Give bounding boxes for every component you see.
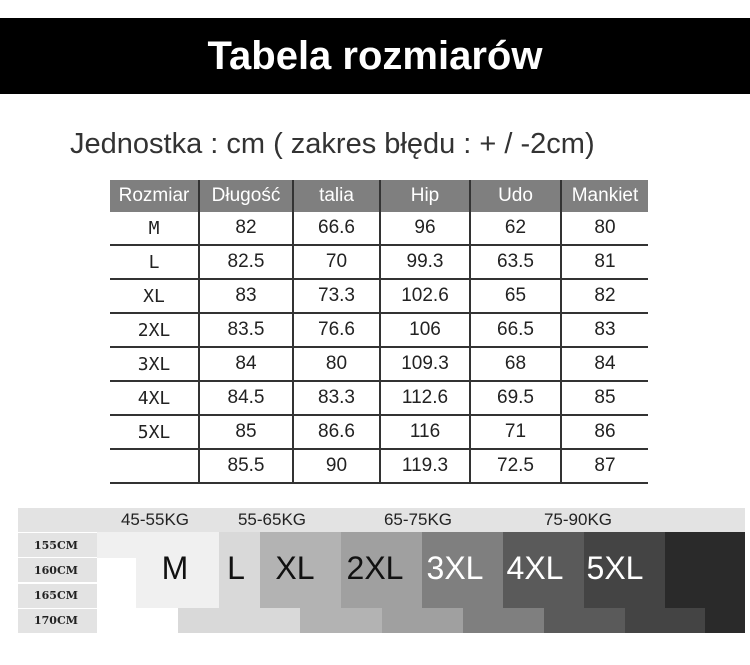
white-block: [97, 608, 178, 633]
table-row: 2XL 83.5 76.6 106 66.5 83: [110, 313, 648, 348]
table-cell: 84: [199, 347, 294, 382]
table-cell: 65: [470, 279, 562, 314]
table-cell: 69.5: [470, 381, 562, 416]
weight-label: 45-55KG: [120, 510, 190, 529]
weight-label: 55-65KG: [237, 510, 307, 529]
table-cell: 90: [293, 449, 381, 484]
size-block: [341, 532, 422, 608]
size-block: [463, 608, 544, 633]
table-cell: 80: [293, 347, 381, 382]
table-cell: 82: [199, 212, 294, 246]
size-block: [219, 532, 260, 608]
table-cell: 84.5: [199, 381, 294, 416]
column-header: Hip: [380, 180, 471, 212]
table-cell: 80: [561, 212, 648, 246]
table-cell: 5XL: [110, 415, 200, 450]
size-block: [665, 532, 745, 608]
table-cell: 83.3: [293, 381, 381, 416]
table-cell: 85: [561, 381, 648, 416]
white-block: [97, 558, 136, 608]
table-cell: 3XL: [110, 347, 200, 382]
table-row: 5XL 85 86.6 116 71 86: [110, 415, 648, 450]
weight-header: [18, 508, 745, 532]
table-cell: L: [110, 245, 200, 280]
table-cell: 116: [380, 415, 471, 450]
size-block: [705, 608, 745, 633]
table-cell: 66.6: [293, 212, 381, 246]
size-label: 2XL: [346, 550, 404, 586]
table-cell: 96: [380, 212, 471, 246]
column-header: Rozmiar: [110, 180, 200, 212]
size-label: 4XL: [506, 550, 564, 586]
table-row: L 82.5 70 99.3 63.5 81: [110, 245, 648, 280]
size-block: [178, 608, 300, 633]
page-title: Tabela rozmiarów: [207, 33, 543, 78]
size-block: [544, 608, 625, 633]
table-cell: 82: [561, 279, 648, 314]
size-block: [422, 532, 503, 608]
table-cell: 99.3: [380, 245, 471, 280]
table-cell: 72.5: [470, 449, 562, 484]
height-label: 160CM: [18, 557, 97, 583]
size-guide-chart: 45-55KG 55-65KG 65-75KG 75-90KG 155CM 160CM 16…: [18, 508, 745, 633]
size-label: XL: [275, 550, 315, 586]
table-cell: 73.3: [293, 279, 381, 314]
table-cell: 83.5: [199, 313, 294, 348]
table-cell: 76.6: [293, 313, 381, 348]
size-label: 5XL: [586, 550, 644, 586]
table-cell: [110, 449, 200, 484]
column-header: Mankiet: [561, 180, 648, 212]
size-label: M: [161, 550, 189, 586]
table-cell: 4XL: [110, 381, 200, 416]
table-cell: 71: [470, 415, 562, 450]
table-cell: 62: [470, 212, 562, 246]
table-cell: 68: [470, 347, 562, 382]
table-cell: 70: [293, 245, 381, 280]
table-cell: 86.6: [293, 415, 381, 450]
table-cell: 81: [561, 245, 648, 280]
size-block: [625, 608, 705, 633]
column-header: talia: [293, 180, 381, 212]
size-block: [382, 608, 463, 633]
table-cell: 63.5: [470, 245, 562, 280]
table-row: 85.5 90 119.3 72.5 87: [110, 449, 648, 484]
table-cell: 102.6: [380, 279, 471, 314]
table-cell: 112.6: [380, 381, 471, 416]
table-cell: 83: [199, 279, 294, 314]
unit-note: Jednostka : cm ( zakres błędu : + / -2cm…: [70, 128, 595, 160]
table-row: 3XL 84 80 109.3 68 84: [110, 347, 648, 382]
size-block: [584, 532, 665, 608]
table-cell: 85: [199, 415, 294, 450]
table-cell: 66.5: [470, 313, 562, 348]
column-header: Długość: [199, 180, 294, 212]
height-label: 170CM: [18, 607, 97, 633]
table-cell: 86: [561, 415, 648, 450]
column-header: Udo: [470, 180, 562, 212]
size-label: L: [227, 550, 245, 586]
size-block: [503, 532, 584, 608]
size-block: [260, 532, 341, 608]
height-label: 155CM: [18, 532, 97, 557]
weight-label: 75-90KG: [543, 510, 613, 529]
table-cell: XL: [110, 279, 200, 314]
table-row: XL 83 73.3 102.6 65 82: [110, 279, 648, 314]
table-cell: 84: [561, 347, 648, 382]
size-table: Rozmiar Długość talia Hip Udo Mankiet M 82 66.6…: [110, 180, 648, 484]
table-cell: 83: [561, 313, 648, 348]
title-bar: Tabela rozmiarów: [0, 18, 750, 94]
table-cell: 2XL: [110, 313, 200, 348]
weight-label: 65-75KG: [383, 510, 453, 529]
table-row: 4XL 84.5 83.3 112.6 69.5 85: [110, 381, 648, 416]
table-cell: 109.3: [380, 347, 471, 382]
size-block: [300, 608, 382, 633]
table-cell: 119.3: [380, 449, 471, 484]
size-label: 3XL: [426, 550, 484, 586]
table-row: M 82 66.6 96 62 80: [110, 212, 648, 246]
table-cell: 87: [561, 449, 648, 484]
table-cell: 85.5: [199, 449, 294, 484]
table-cell: M: [110, 212, 200, 246]
table-cell: 82.5: [199, 245, 294, 280]
table-cell: 106: [380, 313, 471, 348]
height-label: 165CM: [18, 582, 97, 608]
